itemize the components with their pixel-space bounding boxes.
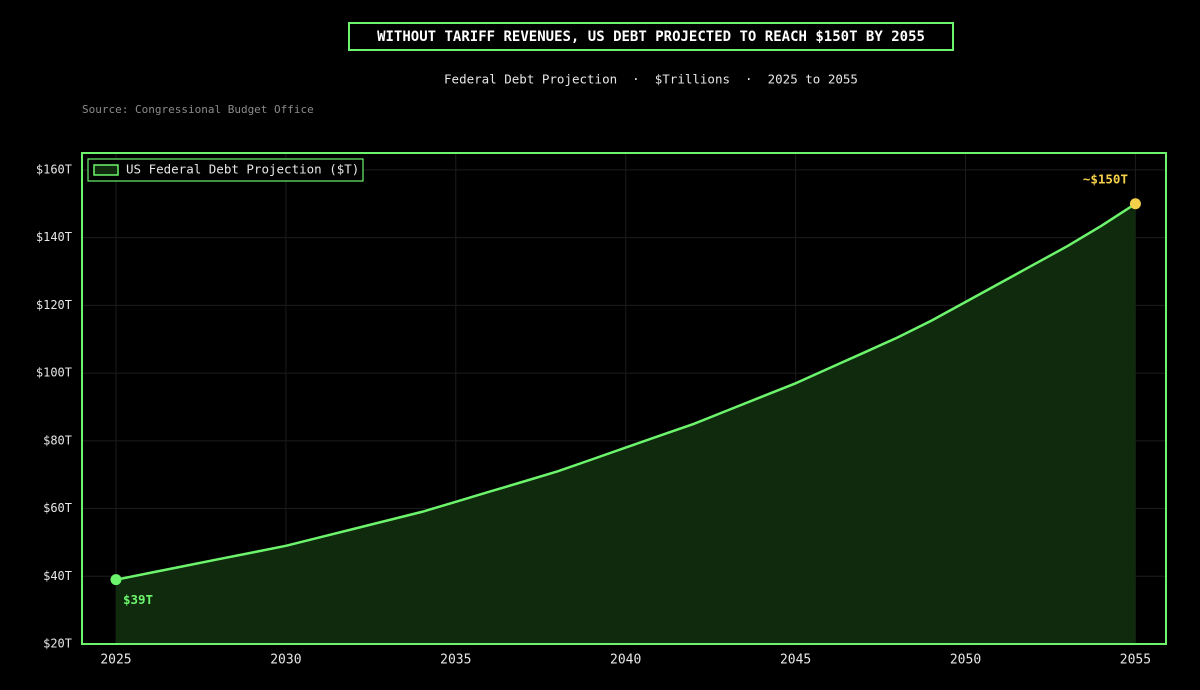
legend-label: US Federal Debt Projection ($T) bbox=[126, 162, 359, 177]
y-tick-label: $80T bbox=[43, 433, 72, 447]
y-tick-label: $120T bbox=[36, 298, 72, 312]
y-tick-label: $160T bbox=[36, 162, 72, 176]
area-fill bbox=[115, 203, 1136, 645]
line bbox=[115, 202, 1137, 581]
x-tick-label: 2045 bbox=[780, 653, 811, 668]
legend-box bbox=[87, 158, 364, 182]
x-tick-label: 2035 bbox=[440, 653, 471, 668]
y-tick-label: $100T bbox=[36, 366, 72, 380]
chart-subtitle: Federal Debt Projection · $Trillions · 2… bbox=[444, 72, 858, 87]
start-marker bbox=[110, 574, 122, 586]
annotation: $39T bbox=[123, 592, 153, 607]
plot-frame bbox=[81, 152, 1167, 645]
annotation: ~$150T bbox=[1083, 171, 1128, 186]
x-tick-label: 2030 bbox=[270, 653, 301, 668]
source-note: Source: Congressional Budget Office bbox=[82, 103, 314, 116]
chart-title: WITHOUT TARIFF REVENUES, US DEBT PROJECT… bbox=[377, 29, 925, 45]
end-marker bbox=[1129, 198, 1141, 210]
y-tick-label: $20T bbox=[43, 637, 72, 651]
title-box bbox=[348, 22, 954, 51]
x-tick-label: 2055 bbox=[1120, 653, 1151, 668]
y-tick-label: $60T bbox=[43, 501, 72, 515]
x-tick-label: 2025 bbox=[100, 653, 131, 668]
legend-swatch bbox=[93, 164, 119, 176]
x-tick-label: 2040 bbox=[610, 653, 641, 668]
y-tick-label: $140T bbox=[36, 230, 72, 244]
x-tick-label: 2050 bbox=[950, 653, 981, 668]
y-tick-label: $40T bbox=[43, 569, 72, 583]
